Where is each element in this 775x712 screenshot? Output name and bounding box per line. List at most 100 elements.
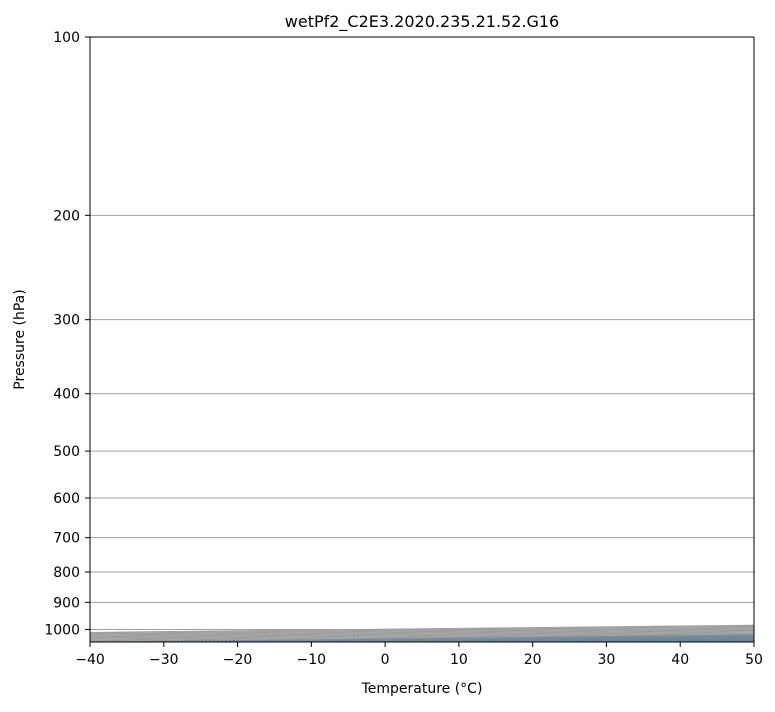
- moist-adiabat-line: [464, 638, 754, 642]
- mixing-ratio-line: [467, 638, 754, 642]
- isotherm-line: [458, 638, 754, 642]
- moist-adiabat-line: [322, 637, 754, 642]
- mixing-ratio-line: [310, 637, 754, 642]
- mixing-ratio-line: [438, 638, 754, 642]
- dry-adiabat-line: [144, 635, 754, 642]
- y-tick-label: 400: [53, 387, 80, 403]
- x-tick-label: −40: [75, 652, 105, 668]
- y-tick-label: 500: [53, 444, 80, 460]
- x-tick-label: −10: [297, 652, 327, 668]
- mixing-ratio-line: [339, 637, 754, 642]
- dry-adiabat-line: [251, 11, 775, 654]
- y-tick-label: 200: [53, 208, 80, 224]
- x-tick-label: 40: [671, 652, 689, 668]
- dry-adiabat-line: [479, 11, 775, 654]
- x-tick-label: 30: [598, 652, 616, 668]
- moist-adiabat-line: [535, 639, 754, 642]
- isotherm-line: [680, 640, 754, 642]
- mixing-ratio-line: [90, 634, 754, 642]
- mixing-ratio-line: [382, 637, 754, 642]
- dry-adiabat-line: [554, 11, 775, 654]
- dry-adiabat-line: [668, 641, 754, 642]
- moist-adiabat-line: [644, 640, 754, 642]
- x-tick-label: −30: [149, 652, 179, 668]
- isotherm-line: [237, 635, 754, 642]
- moist-adiabat-line: [608, 640, 754, 642]
- dry-adiabat-line: [403, 11, 775, 654]
- moist-adiabat-line: [393, 638, 754, 642]
- dry-adiabat-line: [743, 641, 754, 642]
- dry-adiabat-line: [293, 636, 754, 642]
- x-tick-label: 50: [745, 652, 763, 668]
- dry-adiabat-line: [219, 636, 754, 642]
- moist-adiabat-line: [215, 636, 754, 642]
- mixing-ratio-line: [244, 636, 754, 642]
- isotherm-line: [311, 636, 754, 642]
- isotherm-line: [90, 633, 754, 642]
- isotherm-line: [606, 639, 754, 642]
- dry-adiabat-line: [443, 638, 754, 642]
- isotherm-line: [90, 627, 754, 636]
- dry-adiabat-line: [593, 640, 754, 642]
- x-tick-label: −20: [223, 652, 253, 668]
- mixing-ratio-line: [208, 636, 754, 642]
- dry-adiabat-line: [24, 11, 775, 654]
- isotherm-line: [753, 641, 754, 642]
- chart-title: wetPf2_C2E3.2020.235.21.52.G16: [285, 12, 559, 32]
- x-tick-label: 0: [381, 652, 390, 668]
- isotherm-line: [90, 630, 754, 639]
- y-tick-label: 600: [53, 491, 80, 507]
- moist-adiabat-line: [358, 637, 754, 642]
- isotherm-line: [90, 632, 754, 641]
- mixing-ratio-line: [545, 639, 754, 642]
- moist-adiabat-line: [500, 639, 754, 642]
- isotherm-line: [90, 634, 754, 642]
- x-tick-label: 10: [450, 652, 468, 668]
- dry-adiabat-line: [706, 11, 775, 654]
- dry-adiabat-line: [99, 11, 775, 654]
- isotherm-line: [90, 628, 754, 637]
- moist-adiabat-line: [251, 636, 754, 642]
- mixing-ratio-line: [131, 635, 754, 642]
- y-tick-label: 300: [53, 313, 80, 329]
- mixing-ratio-line: [591, 640, 754, 642]
- isotherm-line: [163, 635, 754, 642]
- dry-adiabat-line: [175, 11, 775, 654]
- moist-adiabat-line: [571, 639, 754, 642]
- isotherm-line: [532, 639, 754, 642]
- y-tick-label: 900: [53, 595, 80, 611]
- dry-adiabat-line: [0, 11, 775, 654]
- isotherm-line: [90, 629, 754, 638]
- y-tick-label: 1000: [44, 622, 80, 638]
- isotherm-line: [90, 631, 754, 640]
- dry-adiabat-line: [0, 11, 775, 654]
- moist-adiabat-line: [429, 638, 754, 642]
- isotherm-line: [90, 626, 754, 635]
- x-tick-label: 20: [524, 652, 542, 668]
- isotherm-line: [90, 625, 754, 634]
- dry-adiabat-line: [0, 11, 775, 654]
- dry-adiabat-line: [368, 637, 754, 642]
- dry-adiabat-line: [630, 11, 775, 654]
- mixing-ratio-line: [90, 634, 754, 642]
- y-axis-label: Pressure (hPa): [12, 289, 28, 389]
- mixing-ratio-line: [568, 639, 754, 642]
- mixing-ratio-line: [492, 639, 754, 642]
- mixing-ratio-line: [164, 635, 754, 642]
- isotherm-line: [90, 627, 754, 636]
- isotherm-line: [385, 637, 754, 642]
- x-axis-label: Temperature (°C): [361, 681, 483, 697]
- mixing-ratio-line: [518, 639, 754, 642]
- y-tick-label: 800: [53, 565, 80, 581]
- moist-adiabat-line: [287, 636, 754, 642]
- y-tick-label: 700: [53, 531, 80, 547]
- dry-adiabat-line: [518, 639, 754, 642]
- mixing-ratio-line: [271, 636, 754, 642]
- isotherm-line: [90, 631, 754, 640]
- isotherm-line: [90, 624, 754, 633]
- plot-frame: [89, 36, 755, 643]
- dry-adiabat-line: [327, 11, 775, 654]
- y-tick-label: 100: [53, 30, 80, 46]
